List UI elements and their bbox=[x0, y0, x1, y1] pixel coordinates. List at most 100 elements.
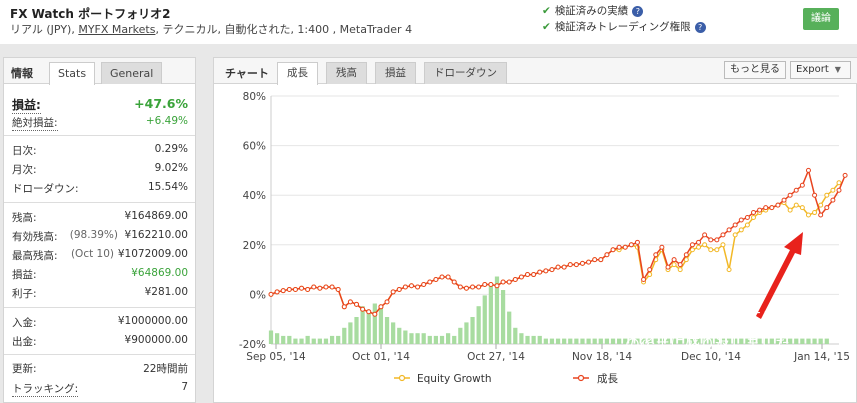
data-point bbox=[372, 311, 378, 317]
data-point bbox=[653, 252, 659, 258]
data-point bbox=[488, 281, 494, 287]
stat-profit: 損益: ¥64869.00 bbox=[12, 267, 188, 283]
stat-value: ¥164869.00 bbox=[124, 210, 188, 222]
volume-bar bbox=[659, 338, 664, 344]
show-more-button[interactable]: もっと見る bbox=[724, 61, 786, 79]
y-tick-label: 40% bbox=[243, 190, 266, 202]
volume-bar bbox=[647, 338, 652, 344]
volume-bar bbox=[665, 338, 671, 344]
tab-balance[interactable]: 残高 bbox=[326, 62, 367, 84]
data-point bbox=[421, 281, 427, 287]
stat-label: 絶対損益: bbox=[12, 117, 58, 131]
tab-stats[interactable]: Stats bbox=[49, 62, 96, 85]
volume-bar bbox=[592, 338, 597, 344]
data-point bbox=[567, 262, 573, 268]
stat-tracking: トラッキング: 7 bbox=[12, 381, 188, 397]
data-point bbox=[299, 285, 305, 291]
data-point bbox=[396, 286, 402, 292]
data-point bbox=[708, 237, 714, 243]
data-point bbox=[805, 167, 811, 173]
verified-track-record-label: 検証済みの実績 bbox=[554, 5, 629, 17]
tab-drawdown[interactable]: ドローダウン bbox=[424, 62, 507, 84]
x-tick-label: Nov 18, '14 bbox=[572, 351, 632, 363]
volume-bar bbox=[384, 317, 390, 344]
stat-label: トラッキング: bbox=[12, 383, 79, 397]
stat-drawdown: ドローダウン: 15.54% bbox=[12, 181, 188, 197]
data-point bbox=[476, 284, 482, 290]
data-point bbox=[390, 289, 396, 295]
data-point bbox=[531, 272, 537, 278]
data-point bbox=[696, 239, 702, 245]
data-point bbox=[384, 299, 390, 305]
data-point bbox=[732, 232, 738, 238]
data-point bbox=[836, 180, 842, 186]
volume-bar bbox=[323, 338, 329, 344]
volume-bar bbox=[769, 338, 774, 344]
stat-value: ¥64869.00 bbox=[131, 267, 188, 279]
data-point bbox=[628, 242, 634, 248]
data-point bbox=[744, 222, 750, 228]
data-point bbox=[665, 264, 671, 270]
volume-bar bbox=[476, 306, 481, 344]
volume-bar bbox=[482, 295, 487, 344]
stat-value: ¥281.00 bbox=[144, 286, 188, 298]
volume-bar bbox=[446, 333, 451, 344]
volume-bar bbox=[464, 322, 469, 344]
stat-daily: 日次: 0.29% bbox=[12, 143, 188, 159]
divider bbox=[4, 202, 195, 203]
export-dropdown[interactable]: Export ▼ bbox=[790, 61, 851, 79]
stat-note: (Oct 10) bbox=[70, 248, 114, 260]
data-point bbox=[402, 284, 408, 290]
data-point bbox=[836, 187, 842, 193]
data-point bbox=[616, 244, 622, 250]
discuss-button[interactable]: 議論 bbox=[803, 8, 839, 30]
stat-balance: 残高: ¥164869.00 bbox=[12, 210, 188, 226]
data-point bbox=[689, 247, 695, 253]
chart-panel: チャート 成長 残高 損益 ドローダウン もっと見る Export ▼ 80% 60… bbox=[213, 57, 857, 403]
volume-bar bbox=[354, 317, 359, 344]
account-type-text: リアル (JPY), bbox=[10, 23, 79, 36]
annotation-line-2: の後半に盛り返しました bbox=[625, 335, 790, 353]
data-point bbox=[830, 197, 836, 203]
data-point bbox=[726, 227, 732, 233]
stat-label: ドローダウン: bbox=[12, 183, 79, 195]
volume-bar bbox=[525, 335, 530, 344]
help-icon[interactable]: ? bbox=[632, 5, 644, 17]
stat-label: 入金: bbox=[12, 317, 37, 329]
broker-link[interactable]: MYFX Markets bbox=[78, 23, 156, 36]
data-point bbox=[744, 215, 750, 221]
volume-bar bbox=[293, 338, 298, 344]
stat-value: 22時間前 bbox=[143, 363, 188, 375]
volume-bar bbox=[604, 338, 610, 344]
data-point bbox=[720, 232, 726, 238]
tab-general[interactable]: General bbox=[101, 62, 163, 84]
volume-bar bbox=[617, 338, 622, 344]
volume-bar bbox=[421, 333, 426, 344]
export-label: Export bbox=[796, 64, 829, 75]
volume-bar bbox=[397, 327, 402, 344]
volume-bar bbox=[708, 338, 713, 344]
volume-bar bbox=[684, 338, 689, 344]
data-point bbox=[518, 274, 524, 280]
tab-growth[interactable]: 成長 bbox=[277, 62, 318, 85]
volume-bar bbox=[519, 333, 524, 344]
volume-bar bbox=[574, 338, 579, 344]
divider bbox=[4, 135, 195, 136]
checkmark-icon: ✔ bbox=[542, 5, 551, 17]
volume-bar bbox=[378, 306, 384, 344]
account-details-text: , テクニカル, 自動化された, 1:400 , MetaTrader 4 bbox=[155, 23, 413, 36]
tab-profit[interactable]: 損益 bbox=[375, 62, 416, 84]
data-point bbox=[280, 288, 286, 294]
help-icon[interactable]: ? bbox=[694, 21, 706, 33]
volume-bar bbox=[733, 338, 738, 344]
series-line bbox=[270, 167, 846, 316]
data-point bbox=[573, 262, 579, 268]
legend-growth-marker bbox=[577, 374, 585, 382]
data-point bbox=[561, 264, 567, 270]
stat-value: 9.02% bbox=[154, 162, 188, 174]
volume-bar bbox=[543, 338, 548, 344]
data-point bbox=[408, 283, 414, 289]
data-point bbox=[329, 284, 335, 290]
stat-label: 月次: bbox=[12, 164, 37, 176]
volume-bar bbox=[726, 338, 732, 344]
